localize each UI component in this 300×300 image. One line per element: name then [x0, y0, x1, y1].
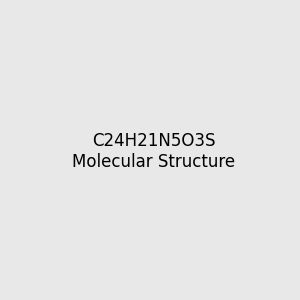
Text: C24H21N5O3S
Molecular Structure: C24H21N5O3S Molecular Structure	[72, 132, 235, 171]
